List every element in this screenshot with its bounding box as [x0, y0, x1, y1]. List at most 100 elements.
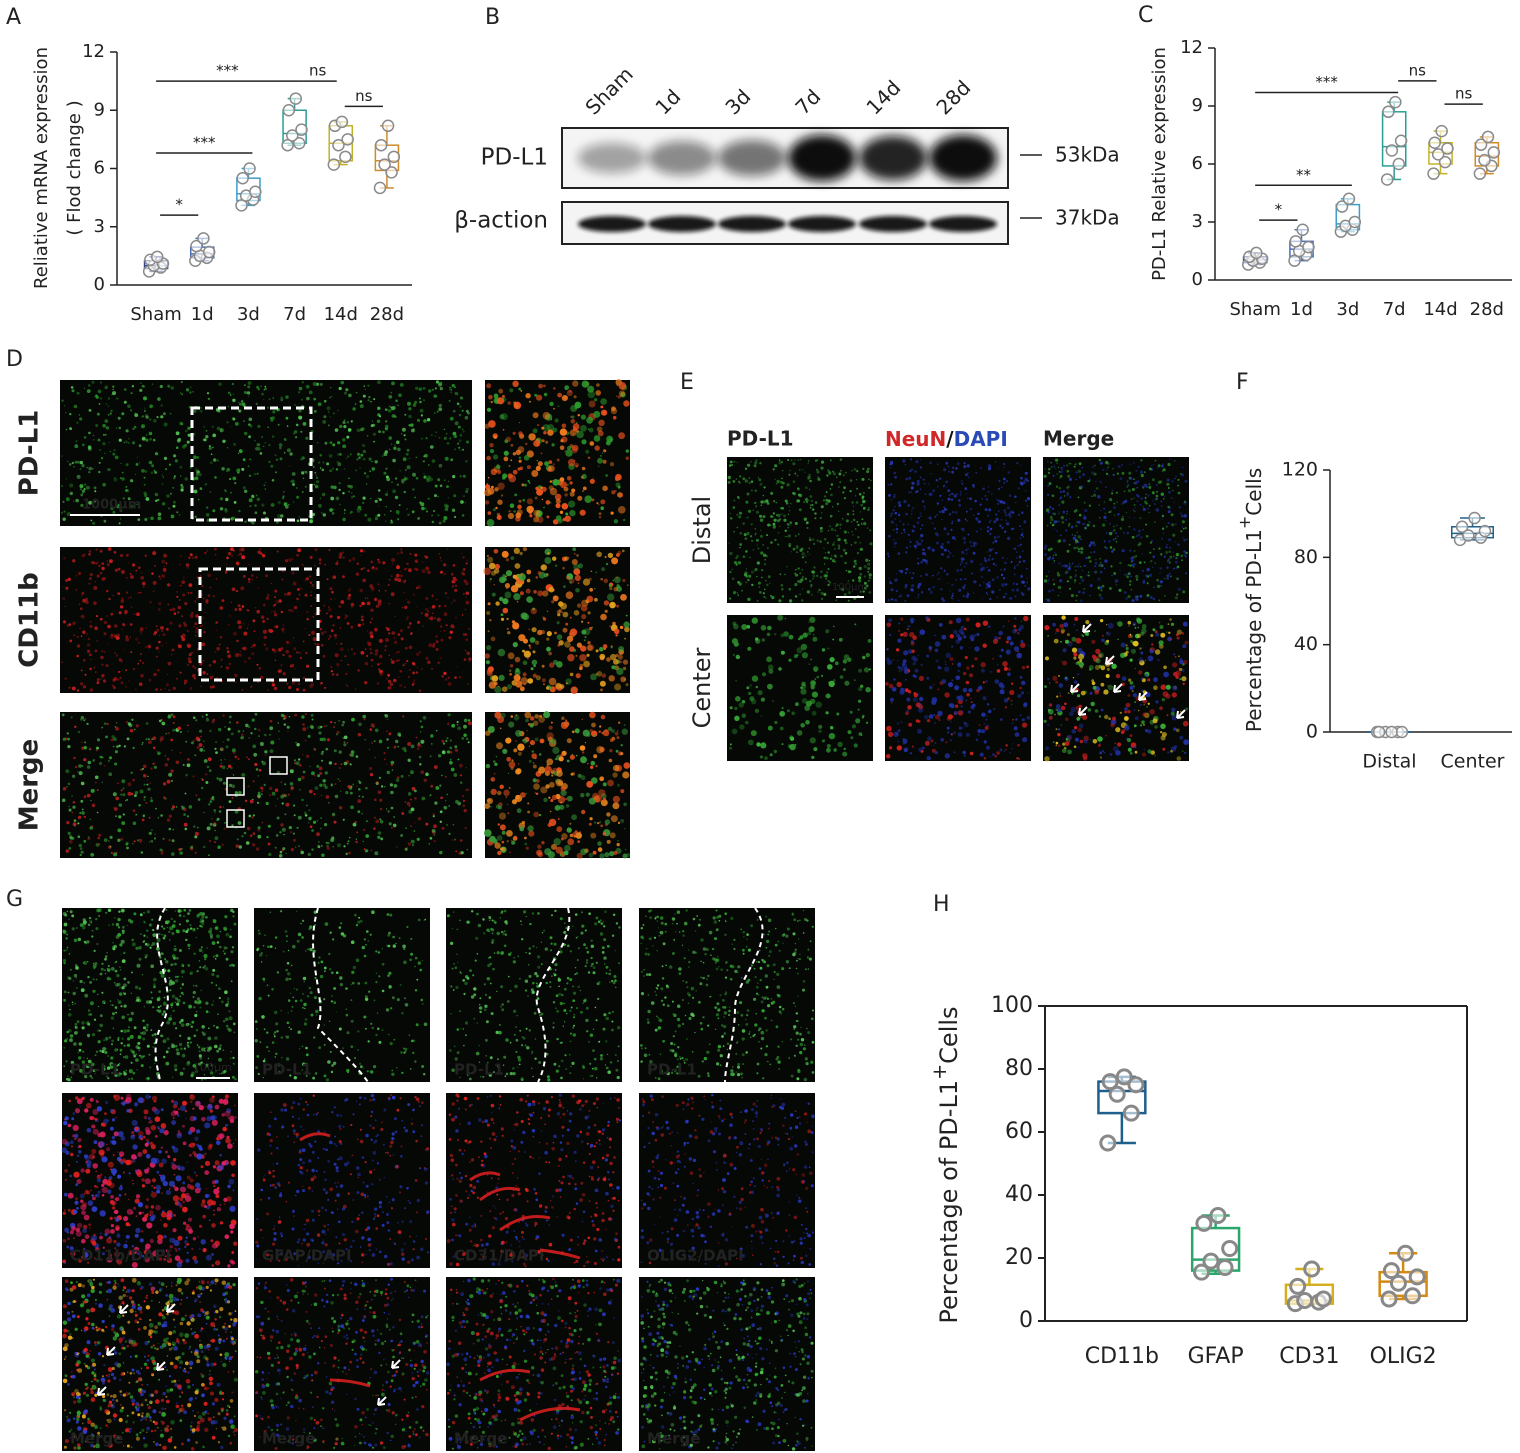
fluorescence-signal [919, 488, 922, 491]
fluorescence-signal [377, 380, 381, 385]
fluorescence-signal [947, 466, 950, 468]
fluorescence-signal [583, 639, 586, 642]
fluorescence-signal [125, 799, 127, 802]
fluorescence-signal [293, 430, 298, 434]
fluorescence-signal [943, 508, 947, 511]
fluorescence-signal [386, 718, 389, 721]
fluorescence-signal [134, 413, 139, 417]
fluorescence-signal [385, 467, 388, 470]
fluorescence-signal [330, 485, 334, 489]
fluorescence-signal [80, 781, 85, 786]
fluorescence-signal [367, 517, 372, 522]
data-point [1289, 1277, 1307, 1295]
fluorescence-signal [289, 465, 291, 467]
fluorescence-signal [533, 811, 540, 818]
fluorescence-signal [616, 577, 618, 579]
fluorescence-signal [540, 452, 543, 455]
fluorescence-signal [192, 665, 195, 668]
fluorescence-signal [537, 844, 542, 849]
fluorescence-signal [309, 684, 314, 689]
fluorescence-signal [404, 579, 407, 582]
fluorescence-signal [296, 597, 299, 601]
fluorescence-signal [183, 807, 187, 812]
fluorescence-signal [235, 589, 239, 593]
fluorescence-signal [221, 467, 225, 471]
fluorescence-signal [112, 385, 115, 388]
fluorescence-signal [329, 416, 332, 418]
fluorescence-signal [827, 583, 830, 587]
fluorescence-signal [227, 405, 230, 408]
fluorescence-signal [762, 592, 765, 595]
fluorescence-signal [813, 566, 816, 569]
fluorescence-signal [77, 822, 80, 825]
fluorescence-signal [744, 479, 748, 483]
fluorescence-signal [109, 835, 113, 840]
fluorescence-signal [750, 523, 753, 526]
fluorescence-signal [345, 852, 348, 856]
fluorescence-signal [932, 586, 934, 588]
fluorescence-signal [543, 392, 548, 397]
fluorescence-signal [328, 638, 330, 640]
fluorescence-signal [508, 721, 515, 728]
fluorescence-signal [264, 387, 267, 391]
fluorescence-signal [62, 620, 67, 624]
fluorescence-signal [257, 834, 262, 839]
fluorescence-signal [263, 484, 266, 486]
fluorescence-signal [371, 461, 373, 463]
fluorescence-signal [243, 631, 248, 636]
fluorescence-signal [789, 469, 791, 472]
fluorescence-signal [125, 637, 130, 642]
fluorescence-signal [437, 495, 440, 498]
fluorescence-signal [296, 743, 300, 747]
fluorescence-signal [258, 551, 262, 555]
fluorescence-signal [81, 808, 84, 811]
fluorescence-signal [257, 794, 261, 798]
fluorescence-signal [212, 718, 215, 721]
fluorescence-signal [406, 562, 409, 566]
fluorescence-signal [111, 394, 113, 396]
fluorescence-signal [436, 617, 441, 622]
fluorescence-signal [604, 728, 609, 733]
fluorescence-signal [972, 551, 976, 555]
fluorescence-signal [355, 840, 358, 844]
fluorescence-signal [832, 470, 835, 473]
fluorescence-signal [601, 567, 606, 572]
fluorescence-signal [804, 486, 808, 490]
fluorescence-signal [763, 486, 766, 489]
fluorescence-signal [394, 615, 396, 618]
fluorescence-signal [125, 463, 129, 467]
fluorescence-signal [1011, 588, 1015, 592]
fluorescence-signal [61, 399, 64, 402]
fluorescence-signal [910, 486, 914, 490]
fluorescence-signal [810, 585, 812, 588]
fluorescence-signal [363, 472, 367, 475]
fluorescence-signal [330, 598, 332, 600]
fluorescence-signal [598, 789, 606, 797]
fluorescence-signal [254, 762, 258, 767]
fluorescence-signal [197, 798, 201, 801]
fluorescence-signal [405, 567, 408, 570]
fluorescence-signal [754, 489, 757, 492]
fluorescence-signal [455, 799, 459, 804]
fluorescence-signal [571, 444, 579, 452]
fluorescence-signal [237, 620, 242, 625]
fluorescence-signal [203, 750, 205, 752]
fluorescence-signal [273, 613, 278, 617]
fluorescence-signal [943, 527, 947, 531]
fluorescence-signal [794, 522, 798, 525]
fluorescence-signal [526, 569, 532, 575]
fluorescence-signal [122, 787, 125, 790]
fluorescence-signal [1004, 530, 1007, 533]
fluorescence-signal [450, 671, 452, 674]
fluorescence-signal [537, 424, 540, 427]
fluorescence-signal [188, 805, 193, 809]
fluorescence-signal [252, 619, 256, 623]
fluorescence-signal [195, 630, 199, 634]
fluorescence-signal [1014, 595, 1017, 598]
fluorescence-signal [142, 767, 144, 770]
fluorescence-signal [437, 754, 442, 758]
fluorescence-signal [285, 802, 290, 807]
fluorescence-signal [71, 461, 75, 465]
fluorescence-signal [780, 513, 783, 516]
fluorescence-signal [445, 739, 448, 743]
